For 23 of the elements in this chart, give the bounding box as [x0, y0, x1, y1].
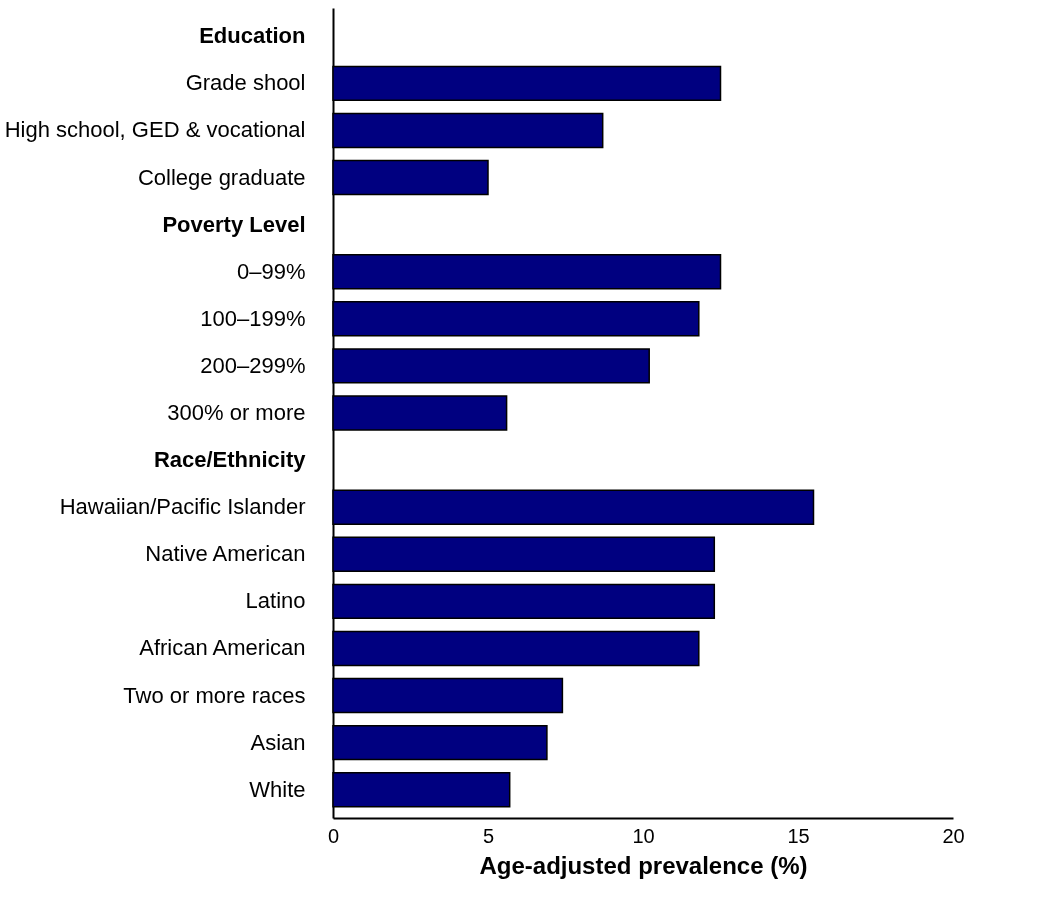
y-tick-label: Education [199, 23, 306, 49]
y-tick-label: Two or more races [123, 682, 306, 708]
y-tick-label: Latino [245, 588, 306, 614]
y-tick-label: Hawaiian/Pacific Islander [59, 494, 306, 520]
x-tick-label: 20 [942, 824, 965, 847]
y-tick-label: 300% or more [167, 400, 306, 425]
y-tick-label: Poverty Level [162, 211, 306, 237]
x-axis-title: Age-adjusted prevalence (%) [479, 851, 808, 879]
y-tick-label: Native American [145, 541, 306, 567]
y-tick-label: White [249, 776, 306, 802]
y-tick-label: Race/Ethnicity [153, 447, 307, 473]
y-tick-label: College graduate [137, 164, 306, 190]
y-tick-label: 0–99% [236, 258, 306, 284]
y-tick-label: African American [139, 635, 306, 661]
y-tick-label: High school, GED & vocational [4, 117, 306, 143]
y-tick-label: Asian [250, 729, 306, 755]
x-tick-label: 0 [327, 824, 340, 847]
x-tick-label: 5 [482, 824, 495, 847]
y-tick-label: 200–299% [200, 352, 306, 378]
y-tick-label: 100–199% [200, 305, 306, 331]
y-tick-label: Grade shool [185, 70, 306, 96]
x-tick-label: 10 [632, 824, 655, 847]
x-tick-label: 15 [787, 824, 810, 847]
